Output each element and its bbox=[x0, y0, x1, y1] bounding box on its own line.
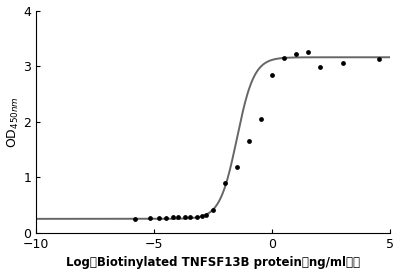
Y-axis label: OD$_{450nm}$: OD$_{450nm}$ bbox=[6, 96, 21, 148]
Point bbox=[293, 52, 299, 56]
X-axis label: Log（Biotinylated TNFSF13B protein（ng/ml））: Log（Biotinylated TNFSF13B protein（ng/ml）… bbox=[66, 257, 360, 269]
Point bbox=[156, 216, 162, 220]
Point bbox=[316, 65, 323, 70]
Point bbox=[246, 139, 252, 144]
Point bbox=[257, 117, 264, 121]
Point bbox=[194, 215, 200, 219]
Point bbox=[269, 72, 276, 77]
Point bbox=[340, 61, 346, 66]
Point bbox=[163, 216, 169, 220]
Point bbox=[281, 56, 287, 60]
Point bbox=[376, 57, 382, 62]
Point bbox=[170, 215, 176, 220]
Point bbox=[146, 216, 153, 220]
Point bbox=[182, 215, 188, 220]
Point bbox=[186, 215, 193, 219]
Point bbox=[305, 50, 311, 54]
Point bbox=[175, 215, 181, 220]
Point bbox=[222, 181, 228, 185]
Point bbox=[132, 217, 139, 221]
Point bbox=[198, 214, 205, 219]
Point bbox=[203, 213, 210, 217]
Point bbox=[210, 207, 216, 212]
Point bbox=[234, 165, 240, 170]
